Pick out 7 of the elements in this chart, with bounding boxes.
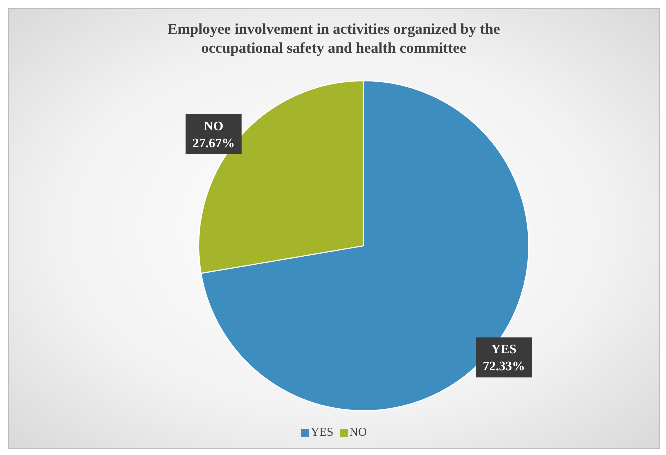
chart-title: Employee involvement in activities organized by the occupational safety and health committee — [166, 21, 502, 59]
slice-label: NO — [204, 118, 224, 134]
data-label: 27.67% — [192, 135, 235, 150]
data-label: 72.33% — [483, 358, 526, 374]
slice-label: YES — [492, 342, 517, 357]
slice-label: YES — [310, 425, 334, 440]
legend-label: NO — [350, 425, 367, 440]
